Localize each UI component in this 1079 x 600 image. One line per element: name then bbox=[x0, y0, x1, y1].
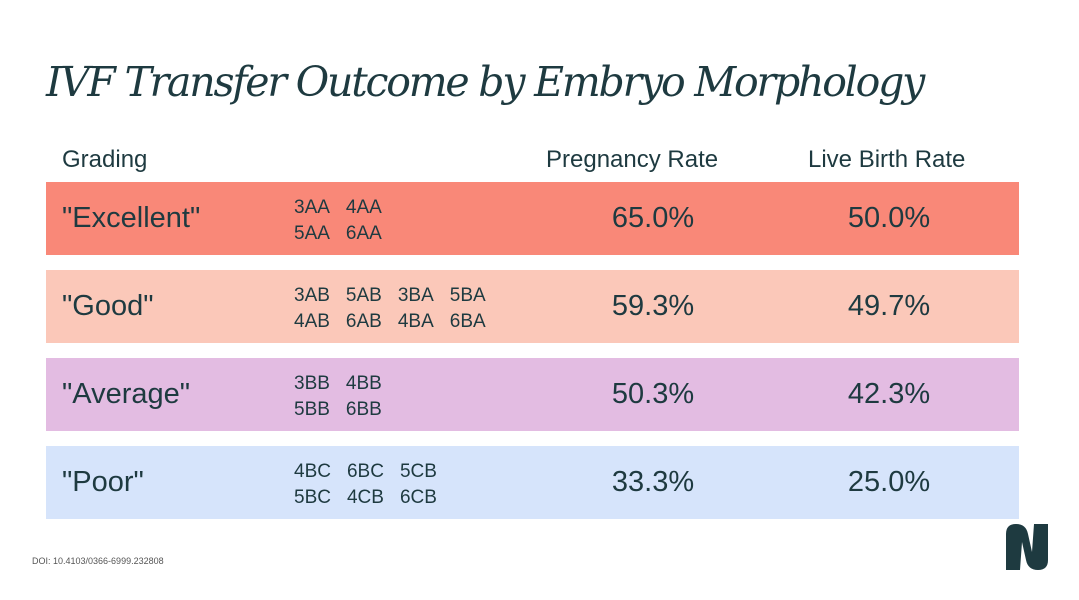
embryo-code: 6CB bbox=[399, 487, 437, 508]
embryo-code: 5BA bbox=[449, 285, 486, 306]
embryo-code: 4AB bbox=[294, 311, 330, 332]
embryo-code: 5BB bbox=[294, 399, 330, 420]
codes-line: 3AA 4AA bbox=[294, 195, 554, 221]
embryo-code: 6BB bbox=[345, 399, 382, 420]
brand-n-logo-icon bbox=[1006, 524, 1048, 570]
grade-label: "Poor" bbox=[62, 466, 144, 498]
codes-line: 3BB 4BB bbox=[294, 371, 554, 397]
grade-label: "Good" bbox=[62, 290, 154, 322]
embryo-code: 4BB bbox=[345, 373, 382, 394]
embryo-code: 6BC bbox=[346, 461, 384, 482]
pregnancy-rate-value: 65.0% bbox=[611, 202, 695, 234]
codes-line: 5BB 6BB bbox=[294, 397, 554, 423]
embryo-code: 4AA bbox=[345, 197, 382, 218]
live-birth-rate-value: 42.3% bbox=[847, 378, 931, 410]
doi-citation: DOI: 10.4103/0366-6999.232808 bbox=[32, 556, 164, 566]
embryo-code: 5CB bbox=[399, 461, 437, 482]
embryo-code: 6AB bbox=[345, 311, 382, 332]
embryo-code: 4CB bbox=[346, 487, 384, 508]
embryo-code: 4BA bbox=[397, 311, 434, 332]
chart-title: IVF Transfer Outcome by Embryo Morpholog… bbox=[46, 58, 925, 106]
embryo-grade-codes: 3BB 4BB 5BB 6BB bbox=[294, 371, 554, 423]
embryo-grade-codes: 3AA 4AA 5AA 6AA bbox=[294, 195, 554, 247]
table-row: "Poor" 4BC 6BC 5CB 5BC 4CB 6CB 33.3% 25.0% bbox=[46, 446, 1019, 519]
codes-line: 4AB 6AB 4BA 6BA bbox=[294, 309, 554, 335]
grade-label: "Excellent" bbox=[62, 202, 201, 234]
embryo-code: 5AA bbox=[294, 223, 330, 244]
grade-label: "Average" bbox=[62, 378, 191, 410]
codes-line: 5BC 4CB 6CB bbox=[294, 485, 554, 511]
embryo-code: 3AA bbox=[294, 197, 330, 218]
column-header-live-birth-rate: Live Birth Rate bbox=[808, 146, 966, 173]
embryo-code: 3BB bbox=[294, 373, 330, 394]
embryo-code: 3AB bbox=[294, 285, 330, 306]
live-birth-rate-value: 50.0% bbox=[847, 202, 931, 234]
table-row: "Average" 3BB 4BB 5BB 6BB 50.3% 42.3% bbox=[46, 358, 1019, 431]
table-row: "Excellent" 3AA 4AA 5AA 6AA 65.0% 50.0% bbox=[46, 182, 1019, 255]
codes-line: 4BC 6BC 5CB bbox=[294, 459, 554, 485]
codes-line: 3AB 5AB 3BA 5BA bbox=[294, 283, 554, 309]
live-birth-rate-value: 25.0% bbox=[847, 466, 931, 498]
embryo-code: 6BA bbox=[449, 311, 486, 332]
embryo-code: 6AA bbox=[345, 223, 382, 244]
embryo-code: 3BA bbox=[397, 285, 434, 306]
pregnancy-rate-value: 50.3% bbox=[611, 378, 695, 410]
live-birth-rate-value: 49.7% bbox=[847, 290, 931, 322]
embryo-code: 5BC bbox=[294, 487, 331, 508]
embryo-code: 5AB bbox=[345, 285, 382, 306]
column-header-pregnancy-rate: Pregnancy Rate bbox=[546, 146, 719, 173]
embryo-grade-codes: 3AB 5AB 3BA 5BA 4AB 6AB 4BA 6BA bbox=[294, 283, 554, 335]
table-row: "Good" 3AB 5AB 3BA 5BA 4AB 6AB 4BA 6BA 59.3% 49.7% bbox=[46, 270, 1019, 343]
column-header-grading: Grading bbox=[62, 146, 148, 173]
embryo-code: 4BC bbox=[294, 461, 331, 482]
pregnancy-rate-value: 59.3% bbox=[611, 290, 695, 322]
codes-line: 5AA 6AA bbox=[294, 221, 554, 247]
pregnancy-rate-value: 33.3% bbox=[611, 466, 695, 498]
embryo-grade-codes: 4BC 6BC 5CB 5BC 4CB 6CB bbox=[294, 459, 554, 511]
